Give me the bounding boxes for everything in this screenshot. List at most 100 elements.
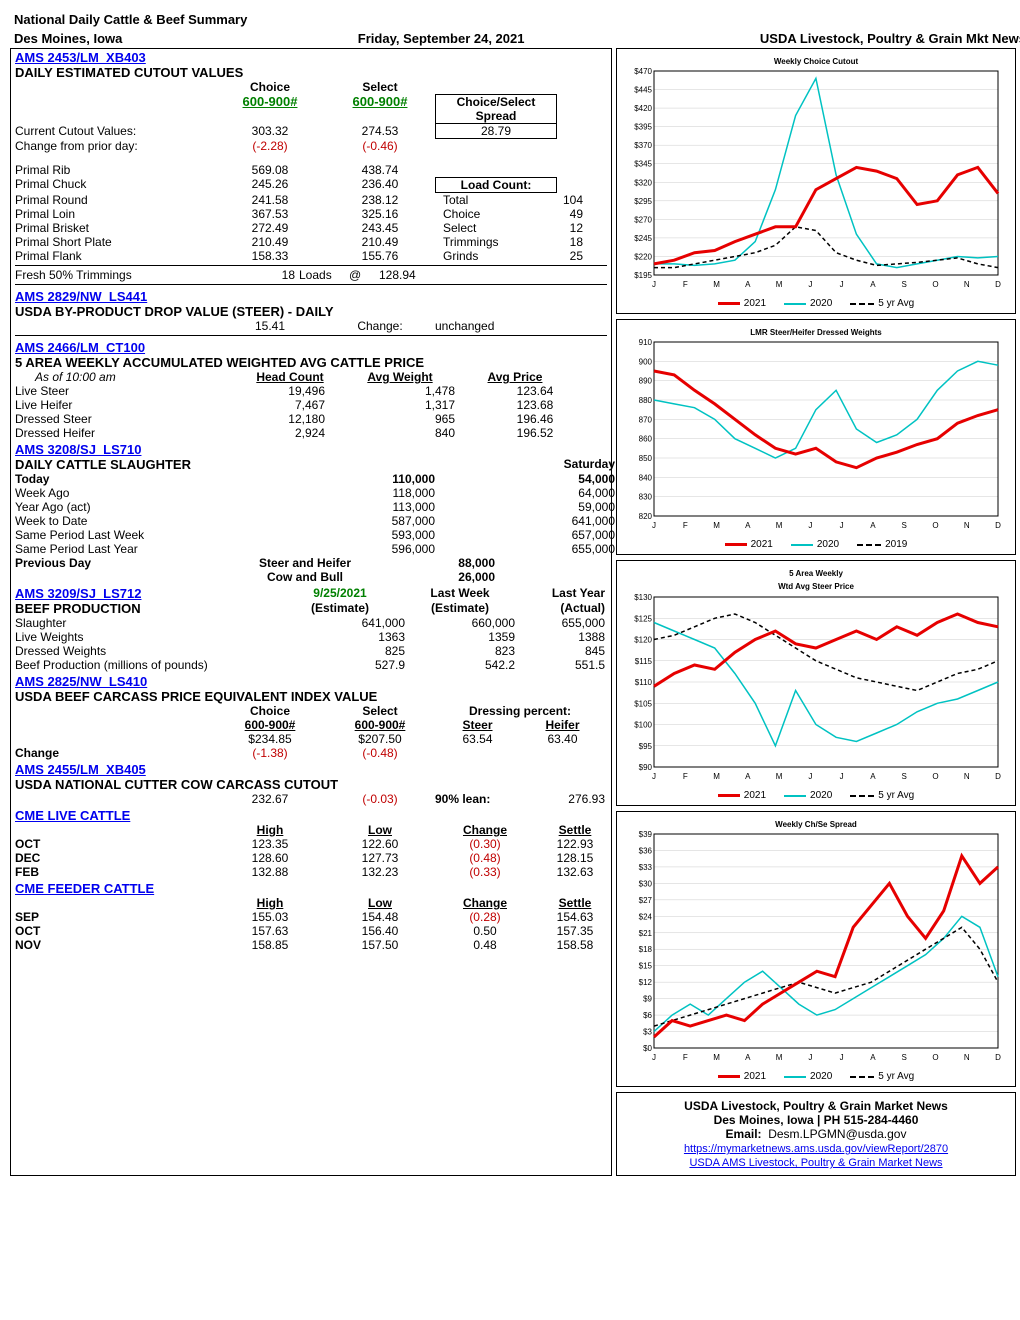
- beefprod-row: Beef Production (millions of pounds)527.…: [15, 658, 607, 672]
- cme-row: OCT123.35122.60(0.30)122.93: [15, 837, 607, 851]
- svg-text:$15: $15: [639, 962, 653, 971]
- left-column: AMS 2453/LM_XB403 DAILY ESTIMATED CUTOUT…: [10, 48, 612, 1176]
- link-cutter[interactable]: AMS 2455/LM_XB405: [15, 762, 146, 777]
- change-select: (-0.46): [325, 139, 435, 153]
- primal-row: Primal Flank158.33155.76Grinds25: [15, 249, 607, 263]
- svg-text:$30: $30: [639, 879, 653, 888]
- link-byproduct[interactable]: AMS 2829/NW_LS441: [15, 289, 147, 304]
- svg-text:J: J: [652, 1053, 656, 1062]
- svg-text:$24: $24: [639, 912, 653, 921]
- svg-text:J: J: [840, 280, 844, 289]
- svg-text:A: A: [745, 1053, 751, 1062]
- svg-text:J: J: [652, 280, 656, 289]
- spread-value: 28.79: [435, 124, 557, 139]
- svg-text:S: S: [902, 280, 907, 289]
- primal-row: Primal Rib569.08438.74: [15, 163, 607, 177]
- beefprod-row: Dressed Weights825823845: [15, 644, 607, 658]
- svg-text:$27: $27: [639, 896, 653, 905]
- svg-text:$295: $295: [634, 197, 652, 206]
- svg-text:J: J: [808, 280, 812, 289]
- svg-text:$9: $9: [643, 995, 652, 1004]
- location: Des Moines, Iowa: [14, 31, 122, 46]
- chart-steer-price: 5 Area WeeklyWtd Avg Steer Price$130$125…: [616, 560, 1016, 806]
- svg-text:$18: $18: [639, 945, 653, 954]
- col-select: Select: [325, 80, 435, 94]
- svg-text:$95: $95: [639, 742, 653, 751]
- svg-text:$270: $270: [634, 215, 652, 224]
- svg-text:F: F: [683, 772, 688, 781]
- svg-text:O: O: [932, 772, 938, 781]
- slaughter-row: Week to Date587,000641,000: [15, 514, 607, 528]
- change-label: Change from prior day:: [15, 139, 215, 153]
- link-cme-feeder[interactable]: CME FEEDER CATTLE: [15, 881, 154, 896]
- svg-text:A: A: [870, 521, 876, 530]
- cutout-title: DAILY ESTIMATED CUTOUT VALUES: [15, 65, 607, 80]
- svg-text:J: J: [652, 521, 656, 530]
- primal-row: Primal Short Plate210.49210.49Trimmings1…: [15, 235, 607, 249]
- slaughter-row: Week Ago118,00064,000: [15, 486, 607, 500]
- cme-row: SEP155.03154.48(0.28)154.63: [15, 910, 607, 924]
- svg-text:S: S: [902, 521, 907, 530]
- svg-text:S: S: [902, 1053, 907, 1062]
- svg-text:A: A: [870, 772, 876, 781]
- footer-link2[interactable]: USDA AMS Livestock, Poultry & Grain Mark…: [689, 1157, 942, 1169]
- cme-row: FEB132.88132.23(0.33)132.63: [15, 865, 607, 879]
- slaughter-row: Year Ago (act)113,00059,000: [15, 500, 607, 514]
- svg-text:$195: $195: [634, 271, 652, 280]
- svg-text:$6: $6: [643, 1011, 652, 1020]
- link-slaughter[interactable]: AMS 3208/SJ_LS710: [15, 442, 141, 457]
- svg-text:$445: $445: [634, 86, 652, 95]
- primal-row: Primal Round241.58238.12Total104: [15, 193, 607, 207]
- link-carcass[interactable]: AMS 2825/NW_LS410: [15, 674, 147, 689]
- svg-text:O: O: [932, 1053, 938, 1062]
- trim-label: Fresh 50% Trimmings: [15, 268, 215, 282]
- svg-text:A: A: [745, 772, 751, 781]
- trim-loads: 18: [215, 268, 295, 282]
- org: USDA Livestock, Poultry & Grain Mkt News: [760, 31, 1020, 46]
- svg-text:N: N: [964, 521, 970, 530]
- svg-text:$370: $370: [634, 141, 652, 150]
- svg-text:820: 820: [639, 512, 653, 521]
- slaughter-row: Same Period Last Year596,000655,000: [15, 542, 607, 556]
- choice-range[interactable]: 600-900#: [243, 94, 298, 109]
- svg-text:$395: $395: [634, 123, 652, 132]
- svg-text:$220: $220: [634, 252, 652, 261]
- col-choice: Choice: [215, 80, 325, 94]
- svg-text:O: O: [932, 280, 938, 289]
- link-beefprod[interactable]: AMS 3209/SJ_LS712: [15, 586, 275, 601]
- svg-text:$345: $345: [634, 160, 652, 169]
- primal-row: Primal Chuck245.26236.40Load Count:: [15, 177, 607, 193]
- beefprod-row: Slaughter641,000660,000655,000: [15, 616, 607, 630]
- select-range[interactable]: 600-900#: [353, 94, 408, 109]
- svg-text:880: 880: [639, 396, 653, 405]
- primal-row: Primal Brisket272.49243.45Select12: [15, 221, 607, 235]
- svg-text:Weekly Ch/Se Spread: Weekly Ch/Se Spread: [775, 820, 857, 829]
- byproduct-change: unchanged: [435, 319, 494, 333]
- svg-text:890: 890: [639, 377, 653, 386]
- svg-text:N: N: [964, 1053, 970, 1062]
- svg-text:$100: $100: [634, 721, 652, 730]
- svg-text:J: J: [808, 521, 812, 530]
- svg-text:D: D: [995, 1053, 1001, 1062]
- svg-text:M: M: [776, 521, 783, 530]
- svg-text:F: F: [683, 521, 688, 530]
- svg-text:850: 850: [639, 454, 653, 463]
- svg-text:$12: $12: [639, 978, 653, 987]
- svg-text:J: J: [652, 772, 656, 781]
- footer-link1[interactable]: https://mymarketnews.ams.usda.gov/viewRe…: [684, 1143, 948, 1155]
- fivearea-row: Live Steer19,4961,478123.64: [15, 384, 607, 398]
- svg-text:900: 900: [639, 357, 653, 366]
- link-cutout[interactable]: AMS 2453/LM_XB403: [15, 50, 146, 65]
- svg-text:N: N: [964, 280, 970, 289]
- current-select: 274.53: [325, 124, 435, 139]
- svg-text:$3: $3: [643, 1028, 652, 1037]
- top-titles: National Daily Cattle & Beef Summary Des…: [10, 10, 1020, 48]
- primal-row: Primal Loin367.53325.16Choice49: [15, 207, 607, 221]
- slaughter-row: Same Period Last Week593,000657,000: [15, 528, 607, 542]
- svg-text:J: J: [808, 772, 812, 781]
- beefprod-row: Live Weights136313591388: [15, 630, 607, 644]
- link-cme-live[interactable]: CME LIVE CATTLE: [15, 808, 130, 823]
- svg-text:M: M: [776, 772, 783, 781]
- link-fivearea[interactable]: AMS 2466/LM_CT100: [15, 340, 145, 355]
- svg-text:D: D: [995, 772, 1001, 781]
